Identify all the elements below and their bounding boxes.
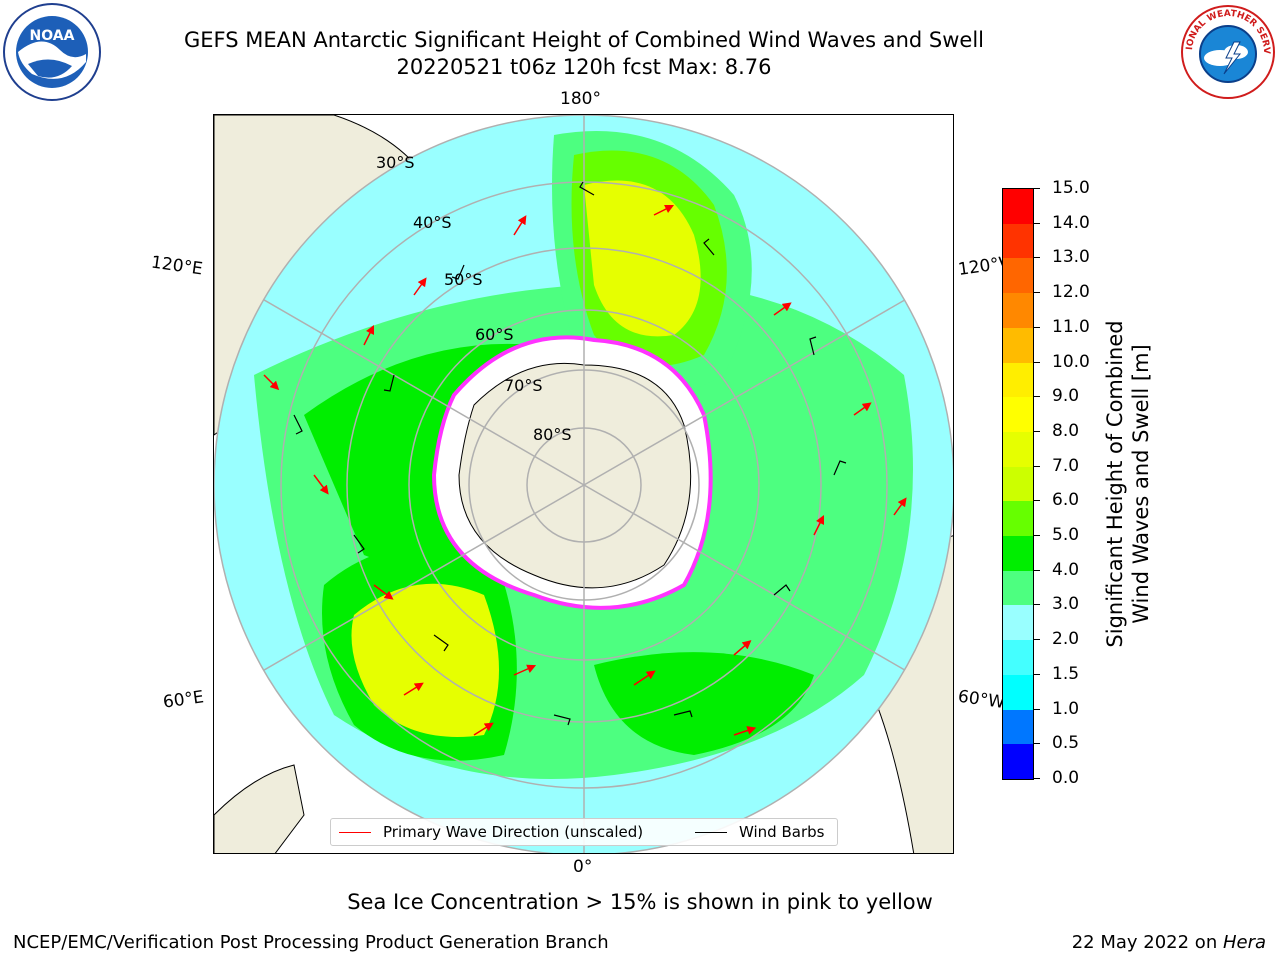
footer-host: Hera bbox=[1222, 932, 1266, 953]
colorbar-segment bbox=[1003, 327, 1033, 363]
colorbar-tick-label: 4.0 bbox=[1052, 559, 1080, 580]
lat-label-40s: 40°S bbox=[413, 213, 452, 232]
svg-text:NOAA: NOAA bbox=[30, 28, 75, 44]
wave-arrows bbox=[263, 204, 907, 736]
lat-label-50s: 50°S bbox=[444, 270, 483, 289]
legend-wave-swatch bbox=[339, 832, 371, 833]
footer-left: NCEP/EMC/Verification Post Processing Pr… bbox=[13, 932, 609, 953]
colorbar-label-line2: Wind Waves and Swell [m] bbox=[1129, 344, 1153, 624]
colorbar-segment bbox=[1003, 605, 1033, 641]
colorbar-segment bbox=[1003, 536, 1033, 571]
colorbar-tick bbox=[1034, 743, 1040, 745]
lat-label-60s: 60°S bbox=[475, 325, 514, 344]
colorbar-tick bbox=[1034, 604, 1040, 606]
lon-label-0: 0° bbox=[573, 857, 593, 877]
colorbar-segment bbox=[1003, 431, 1033, 467]
colorbar-tick bbox=[1034, 361, 1040, 363]
colorbar-segment bbox=[1003, 570, 1033, 606]
colorbar-tick bbox=[1034, 326, 1040, 328]
colorbar-tick bbox=[1034, 639, 1040, 641]
colorbar-tick-label: 8.0 bbox=[1052, 420, 1080, 441]
colorbar-tick-label: 13.0 bbox=[1052, 247, 1090, 268]
lat-label-70s: 70°S bbox=[504, 376, 543, 395]
sea-ice-note: Sea Ice Concentration > 15% is shown in … bbox=[347, 890, 933, 914]
colorbar-tick-label: 11.0 bbox=[1052, 316, 1090, 337]
colorbar-tick bbox=[1034, 708, 1040, 710]
colorbar-segment bbox=[1003, 293, 1033, 328]
colorbar-tick-label: 7.0 bbox=[1052, 455, 1080, 476]
colorbar-tick-label: 1.5 bbox=[1052, 663, 1080, 684]
lon-label-60w: 60°W bbox=[956, 686, 1006, 714]
footer-date: 22 May 2022 on bbox=[1071, 932, 1223, 953]
colorbar-tick-label: 14.0 bbox=[1052, 212, 1090, 233]
colorbar-tick-label: 0.0 bbox=[1052, 768, 1080, 788]
colorbar-tick-label: 12.0 bbox=[1052, 282, 1090, 303]
colorbar-tick-label: 0.5 bbox=[1052, 733, 1080, 754]
colorbar-segment bbox=[1003, 258, 1033, 294]
chart-subtitle: 20220521 t06z 120h fcst Max: 8.76 bbox=[396, 55, 772, 79]
colorbar-tick bbox=[1034, 257, 1040, 259]
colorbar-tick-label: 5.0 bbox=[1052, 525, 1080, 546]
colorbar-tick bbox=[1034, 396, 1040, 398]
colorbar-tick-label: 10.0 bbox=[1052, 351, 1090, 372]
nws-logo: NATIONAL WEATHER SERVICE bbox=[1178, 2, 1275, 99]
colorbar bbox=[1002, 188, 1034, 780]
polar-map bbox=[213, 114, 954, 854]
colorbar-tick bbox=[1034, 500, 1040, 502]
footer-right: 22 May 2022 on Hera bbox=[1072, 932, 1266, 953]
lon-label-60e: 60°E bbox=[161, 687, 206, 713]
colorbar-tick bbox=[1034, 673, 1040, 675]
colorbar-segment bbox=[1003, 501, 1033, 537]
legend-wave-label: Primary Wave Direction (unscaled) bbox=[383, 823, 644, 841]
graticule bbox=[214, 115, 953, 853]
wind-barbs bbox=[293, 181, 847, 726]
map-canvas bbox=[214, 115, 953, 853]
map-legend: Primary Wave Direction (unscaled) Wind B… bbox=[330, 818, 838, 846]
land-africa bbox=[214, 764, 305, 853]
colorbar-tick-label: 3.0 bbox=[1052, 594, 1080, 615]
colorbar-tick bbox=[1034, 292, 1040, 294]
colorbar-segment bbox=[1003, 397, 1033, 432]
colorbar-tick bbox=[1034, 778, 1040, 779]
colorbar-tick bbox=[1034, 569, 1040, 571]
lon-label-120e: 120°E bbox=[149, 252, 204, 280]
colorbar-tick-label: 9.0 bbox=[1052, 386, 1080, 407]
colorbar-segment bbox=[1003, 362, 1033, 398]
colorbar-tick bbox=[1034, 222, 1040, 224]
lon-label-180: 180° bbox=[560, 89, 601, 109]
colorbar-tick bbox=[1034, 430, 1040, 432]
colorbar-segment bbox=[1003, 223, 1033, 259]
colorbar-tick bbox=[1034, 465, 1040, 467]
lat-label-80s: 80°S bbox=[533, 425, 572, 444]
colorbar-tick-label: 1.0 bbox=[1052, 698, 1080, 719]
colorbar-segment bbox=[1003, 674, 1033, 710]
colorbar-tick-label: 6.0 bbox=[1052, 490, 1080, 511]
colorbar-tick-label: 15.0 bbox=[1052, 178, 1090, 198]
colorbar-label-line1: Significant Height of Combined bbox=[1103, 320, 1127, 648]
legend-barb-label: Wind Barbs bbox=[739, 823, 825, 841]
colorbar-tick bbox=[1034, 188, 1040, 189]
colorbar-tick-label: 2.0 bbox=[1052, 629, 1080, 650]
lat-label-30s: 30°S bbox=[376, 153, 415, 172]
legend-barb-swatch bbox=[695, 832, 727, 833]
colorbar-segment bbox=[1003, 466, 1033, 502]
wave-field-7m bbox=[584, 180, 701, 337]
colorbar-segment bbox=[1003, 709, 1033, 745]
noaa-logo: NOAA bbox=[3, 3, 101, 101]
chart-title: GEFS MEAN Antarctic Significant Height o… bbox=[183, 28, 985, 52]
colorbar-segment bbox=[1003, 189, 1033, 224]
colorbar-segment bbox=[1003, 640, 1033, 675]
colorbar-segment bbox=[1003, 744, 1033, 779]
colorbar-tick bbox=[1034, 535, 1040, 537]
